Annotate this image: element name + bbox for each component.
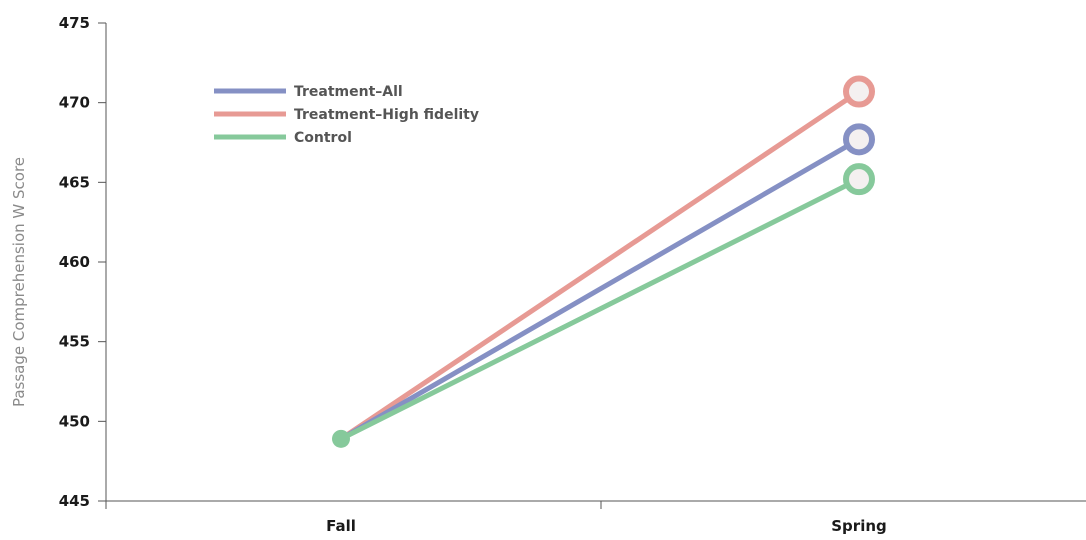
y-tick-label: 460 [59, 253, 90, 271]
y-tick-label: 450 [59, 412, 90, 430]
data-point [843, 75, 875, 108]
x-axis-ticks: Fall Spring [105, 501, 887, 535]
data-point [843, 123, 875, 156]
series-lines [338, 89, 862, 442]
x-tick-label: Fall [326, 517, 356, 535]
series-line [338, 176, 862, 442]
y-tick-label: 475 [59, 14, 90, 32]
legend-label: Treatment–All [294, 84, 403, 100]
y-tick-label: 445 [59, 492, 90, 510]
data-point [332, 429, 350, 448]
y-axis-ticks: 445 450 455 460 465 470 475 [59, 14, 106, 510]
y-tick-label: 455 [59, 333, 90, 351]
data-point [843, 163, 875, 196]
y-tick-label: 465 [59, 173, 90, 191]
series-points [332, 75, 875, 448]
legend-label: Treatment–High fidelity [294, 107, 479, 123]
legend: Treatment–All Treatment–High fidelity Cont… [214, 84, 479, 146]
series-line [338, 89, 862, 442]
series-line [338, 136, 862, 442]
y-axis-label: Passage Comprehension W Score [10, 157, 28, 407]
y-tick-label: 470 [59, 94, 90, 112]
legend-label: Control [294, 130, 352, 146]
x-tick-label: Spring [831, 517, 887, 535]
